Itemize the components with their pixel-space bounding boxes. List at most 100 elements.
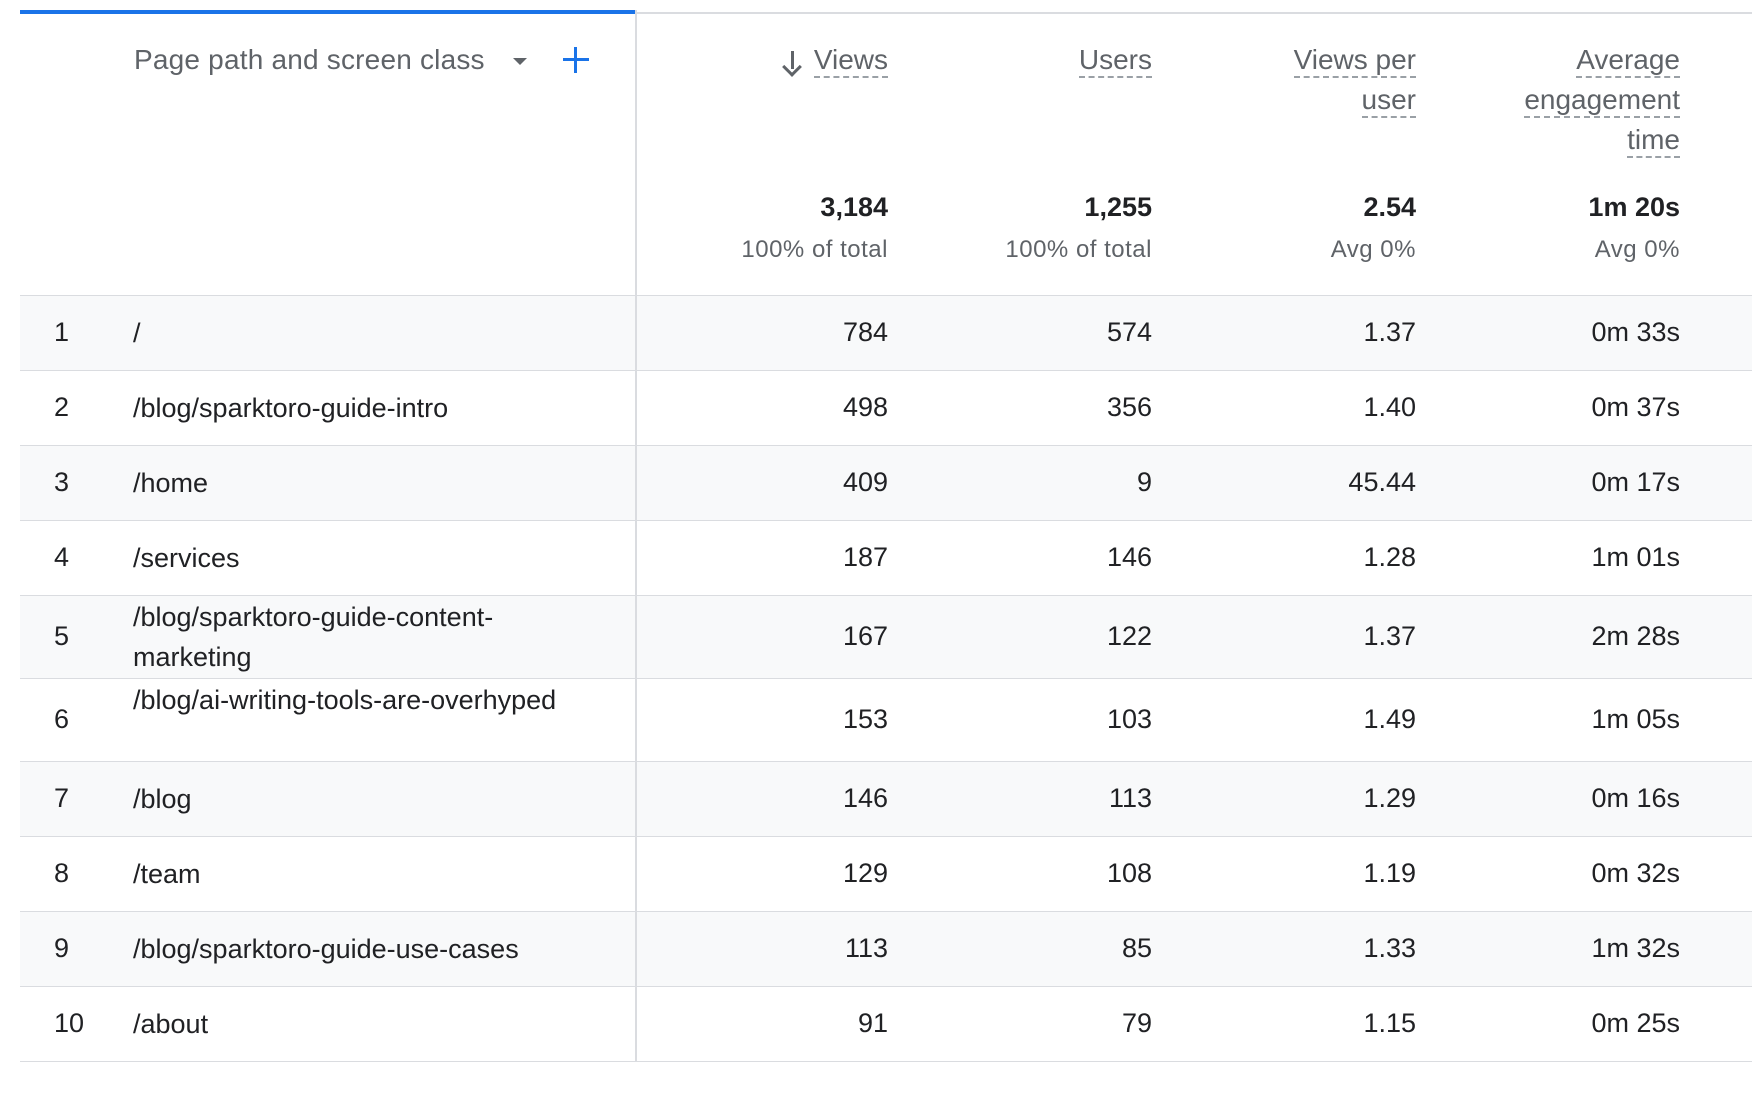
engagement-total-subtext: Avg 0% xyxy=(1594,236,1680,263)
page-path-link[interactable]: /blog/sparktoro-guide-use-cases xyxy=(133,934,519,964)
views-per-user-header-line2: user xyxy=(1361,84,1416,118)
dimension-cell xyxy=(20,912,637,986)
table-row[interactable]: 2/blog/sparktoro-guide-intro 498 356 1.40 0m… xyxy=(20,371,1752,446)
average-engagement-time-cell: 0m 37s xyxy=(1591,392,1680,422)
engagement-total: 1m 20s xyxy=(1588,192,1680,222)
views-cell: 167 xyxy=(842,621,888,651)
users-cell: 113 xyxy=(1108,783,1152,813)
add-dimension-plus-icon[interactable] xyxy=(562,47,589,73)
views-cell: 409 xyxy=(842,467,888,497)
average-engagement-time-cell: 2m 28s xyxy=(1591,621,1680,651)
views-per-user-header-line1: Views per xyxy=(1293,44,1416,78)
page-path-link[interactable]: /blog/sparktoro-guide-intro xyxy=(133,393,449,423)
row-index: 7 xyxy=(54,783,70,813)
sort-descending-arrow-icon[interactable] xyxy=(782,49,802,75)
views-cell: 146 xyxy=(842,783,888,813)
column-header-views-per-user[interactable]: Views per user 2.54 Avg 0% xyxy=(1152,40,1416,263)
users-cell: 574 xyxy=(1106,317,1152,347)
table-row[interactable]: 5/blog/sparktoro-guide-content-marketing… xyxy=(20,596,1752,679)
average-engagement-time-cell: 0m 33s xyxy=(1591,317,1680,347)
views-per-user-cell: 1.19 xyxy=(1363,858,1416,888)
views-header-label: Views xyxy=(813,44,888,78)
users-cell: 103 xyxy=(1106,704,1152,734)
views-cell: 498 xyxy=(842,392,888,422)
average-engagement-time-cell: 0m 16s xyxy=(1591,783,1680,813)
dimension-cell xyxy=(20,679,637,761)
views-per-user-cell: 1.49 xyxy=(1363,704,1416,734)
active-column-indicator xyxy=(20,10,636,14)
views-cell: 187 xyxy=(842,542,888,572)
page-path-link[interactable]: / xyxy=(133,318,141,348)
average-engagement-time-cell: 0m 25s xyxy=(1591,1008,1680,1038)
views-per-user-cell: 1.33 xyxy=(1363,933,1416,963)
users-cell: 108 xyxy=(1106,858,1152,888)
dimension-cell xyxy=(20,521,637,595)
views-cell: 113 xyxy=(844,933,888,963)
users-cell: 79 xyxy=(1121,1008,1152,1038)
views-per-user-cell: 1.15 xyxy=(1363,1008,1416,1038)
column-header-views[interactable]: Views 3,184 100% of total xyxy=(636,40,888,263)
page-path-link[interactable]: /services xyxy=(133,543,240,573)
views-cell: 91 xyxy=(857,1008,888,1038)
table-row[interactable]: 7/blog 146 113 1.29 0m 16s xyxy=(20,762,1752,837)
table-row[interactable]: 9/blog/sparktoro-guide-use-cases 113 85 1.3… xyxy=(20,912,1752,987)
users-cell: 9 xyxy=(1136,467,1152,497)
table-row[interactable]: 8/team 129 108 1.19 0m 32s xyxy=(20,837,1752,912)
table-header: Page path and screen class Views 3,184 1… xyxy=(20,10,1752,296)
table-row[interactable]: 10/about 91 79 1.15 0m 25s xyxy=(20,987,1752,1062)
average-engagement-time-cell: 1m 05s xyxy=(1591,704,1680,734)
views-per-user-cell: 1.40 xyxy=(1363,392,1416,422)
page-path-link[interactable]: /blog xyxy=(133,784,192,814)
column-header-users[interactable]: Users 1,255 100% of total xyxy=(888,40,1152,263)
average-engagement-time-cell: 1m 01s xyxy=(1591,542,1680,572)
average-engagement-time-cell: 1m 32s xyxy=(1591,933,1680,963)
views-per-user-cell: 45.44 xyxy=(1348,467,1416,497)
row-index: 2 xyxy=(54,392,70,422)
engagement-header-line3: time xyxy=(1627,124,1680,158)
dimension-selector[interactable]: Page path and screen class xyxy=(134,44,485,75)
table-row[interactable]: 4/services 187 146 1.28 1m 01s xyxy=(20,521,1752,596)
users-cell: 146 xyxy=(1106,542,1152,572)
average-engagement-time-cell: 0m 32s xyxy=(1591,858,1680,888)
views-cell: 129 xyxy=(842,858,888,888)
views-per-user-total: 2.54 xyxy=(1363,192,1416,222)
report-table: Page path and screen class Views 3,184 1… xyxy=(20,10,1752,1062)
views-per-user-cell: 1.37 xyxy=(1363,621,1416,651)
table-row[interactable]: 1 / 784 574 1.37 0m 33s xyxy=(20,296,1752,371)
table-row[interactable]: 3/home 409 9 45.44 0m 17s xyxy=(20,446,1752,521)
views-total: 3,184 xyxy=(820,192,888,222)
row-index: 6 xyxy=(54,704,70,734)
views-per-user-total-subtext: Avg 0% xyxy=(1330,236,1416,263)
dimension-cell xyxy=(20,762,637,836)
page-path-link[interactable]: /about xyxy=(133,1009,209,1039)
row-index: 5 xyxy=(54,621,70,651)
users-cell: 85 xyxy=(1121,933,1152,963)
page-path-link[interactable]: /home xyxy=(133,468,209,498)
users-cell: 122 xyxy=(1106,621,1152,651)
dimension-cell xyxy=(20,296,637,370)
dimension-cell xyxy=(20,371,637,445)
views-total-subtext: 100% of total xyxy=(741,236,888,263)
page-path-link[interactable]: /team xyxy=(133,859,201,889)
engagement-header-line1: Average xyxy=(1576,44,1680,78)
views-per-user-cell: 1.37 xyxy=(1363,317,1416,347)
row-index: 8 xyxy=(54,858,70,888)
row-index: 3 xyxy=(54,467,70,497)
users-total: 1,255 xyxy=(1084,192,1152,222)
users-total-subtext: 100% of total xyxy=(1005,236,1152,263)
page-path-link[interactable]: /blog/sparktoro-guide-content-marketing xyxy=(133,602,494,672)
views-per-user-cell: 1.29 xyxy=(1363,783,1416,813)
dropdown-caret-icon[interactable] xyxy=(512,57,527,65)
engagement-header-line2: engagement xyxy=(1524,84,1680,118)
views-cell: 784 xyxy=(842,317,888,347)
views-per-user-cell: 1.28 xyxy=(1363,542,1416,572)
users-header-label: Users xyxy=(1078,44,1152,78)
average-engagement-time-cell: 0m 17s xyxy=(1591,467,1680,497)
table-top-border xyxy=(636,12,1752,14)
page-path-link[interactable]: /blog/ai-writing-tools-are-overhyped xyxy=(133,685,557,715)
dimension-header-cell: Page path and screen class xyxy=(20,10,637,295)
table-row[interactable]: 6/blog/ai-writing-tools-are-overhyped 153… xyxy=(20,679,1752,762)
column-header-average-engagement-time[interactable]: Average engagement time 1m 20s Avg 0% xyxy=(1416,40,1680,263)
users-cell: 356 xyxy=(1106,392,1152,422)
dimension-cell xyxy=(20,446,637,520)
